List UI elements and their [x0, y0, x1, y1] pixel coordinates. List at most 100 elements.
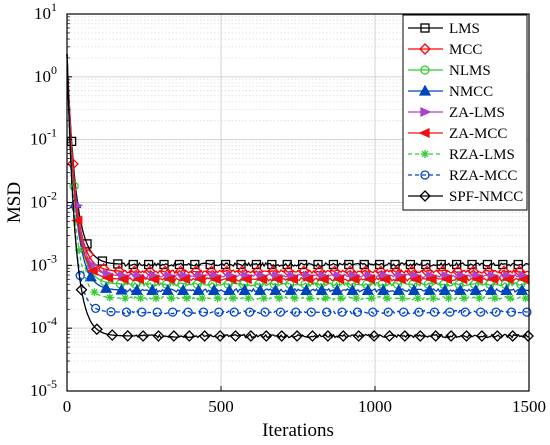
data-point — [229, 307, 239, 317]
data-point-stroke — [522, 294, 529, 302]
y-tick-label: 10-5 — [30, 377, 57, 400]
y-axis-title: MSD — [4, 182, 25, 223]
data-point — [271, 274, 283, 285]
data-point-stroke — [476, 294, 483, 302]
data-point — [148, 274, 160, 285]
legend-label: RZA-MCC — [449, 168, 517, 184]
legend: LMS MCC NLMS NMCC ZA-LMS ZA-MCC RZA-LMS RZA-MCC… — [402, 14, 528, 211]
data-point — [260, 307, 270, 317]
data-point — [490, 294, 499, 303]
data-point — [456, 274, 468, 285]
data-point — [152, 307, 162, 317]
data-point — [291, 330, 303, 342]
data-point — [491, 307, 501, 317]
data-point — [182, 294, 191, 303]
data-point — [194, 274, 206, 285]
y-tick-label: 10-3 — [30, 251, 57, 274]
data-point-stroke — [460, 294, 468, 302]
data-point — [506, 330, 519, 342]
data-point-stroke — [322, 294, 329, 302]
x-tick-label: 0 — [63, 397, 72, 416]
data-point-stroke — [491, 294, 499, 302]
legend-entry-za-mcc: ZA-MCC — [408, 126, 507, 142]
legend-marker — [421, 150, 429, 158]
data-point — [260, 330, 273, 342]
data-point — [486, 274, 499, 285]
data-point — [368, 307, 378, 317]
series-rza-lms — [66, 54, 530, 303]
data-point — [346, 283, 359, 295]
data-point — [130, 283, 144, 295]
data-point — [167, 294, 176, 303]
x-tick-label: 1500 — [512, 397, 546, 416]
legend-marker — [420, 65, 430, 75]
data-point-stroke — [152, 294, 160, 302]
data-point — [363, 274, 376, 285]
data-point — [198, 294, 207, 303]
data-point — [413, 294, 422, 303]
data-point — [163, 274, 175, 285]
data-point-stroke — [168, 294, 175, 302]
data-point — [367, 294, 376, 303]
data-point — [161, 283, 174, 295]
data-point — [383, 330, 396, 342]
data-point — [240, 274, 252, 285]
data-point — [379, 274, 391, 285]
data-point-stroke — [183, 294, 191, 302]
data-point — [321, 294, 330, 303]
data-point — [336, 294, 345, 303]
data-point — [502, 274, 514, 285]
data-point — [90, 303, 101, 314]
data-point — [506, 307, 517, 317]
data-point — [506, 294, 515, 303]
data-point — [115, 283, 128, 295]
data-point — [291, 307, 301, 317]
data-point — [352, 330, 365, 342]
data-point — [167, 330, 180, 342]
data-point-stroke — [291, 294, 298, 302]
data-point — [286, 274, 299, 285]
data-point — [90, 288, 99, 297]
data-point — [500, 283, 513, 295]
data-point — [306, 330, 319, 342]
data-point — [105, 293, 114, 302]
data-point — [167, 307, 178, 317]
data-point-stroke — [429, 294, 437, 302]
y-tick-label: 10-2 — [30, 189, 57, 212]
data-point — [429, 330, 442, 342]
data-point — [454, 283, 467, 295]
data-point — [152, 330, 165, 342]
legend-entry-za-lms: ZA-LMS — [408, 105, 505, 121]
data-point — [460, 307, 470, 317]
y-tick-label: 10-4 — [30, 314, 57, 337]
data-point-stroke — [337, 294, 345, 302]
data-point — [521, 294, 530, 303]
data-point — [192, 283, 205, 295]
data-point — [244, 307, 255, 317]
data-point-stroke — [445, 294, 452, 302]
data-point — [100, 281, 113, 293]
data-point — [414, 330, 427, 342]
data-point — [332, 274, 345, 285]
data-point — [75, 283, 88, 296]
data-point-stroke — [306, 294, 314, 302]
data-point — [101, 273, 114, 284]
data-point — [302, 274, 314, 285]
data-point — [214, 330, 226, 342]
data-point — [225, 274, 237, 285]
y-tick-label: 100 — [34, 63, 57, 86]
data-point — [259, 294, 268, 303]
data-point — [445, 307, 455, 317]
data-point — [306, 307, 316, 317]
data-point — [306, 294, 315, 303]
data-point — [368, 330, 380, 342]
data-point-stroke — [506, 294, 514, 302]
legend-entry-mcc: MCC — [408, 42, 482, 58]
data-point — [429, 307, 440, 317]
data-point-stroke — [214, 294, 221, 302]
series-line — [66, 54, 530, 339]
data-point-stroke — [245, 294, 252, 302]
legend-marker-stroke — [421, 150, 429, 158]
data-point — [275, 330, 288, 342]
data-point — [255, 274, 268, 285]
